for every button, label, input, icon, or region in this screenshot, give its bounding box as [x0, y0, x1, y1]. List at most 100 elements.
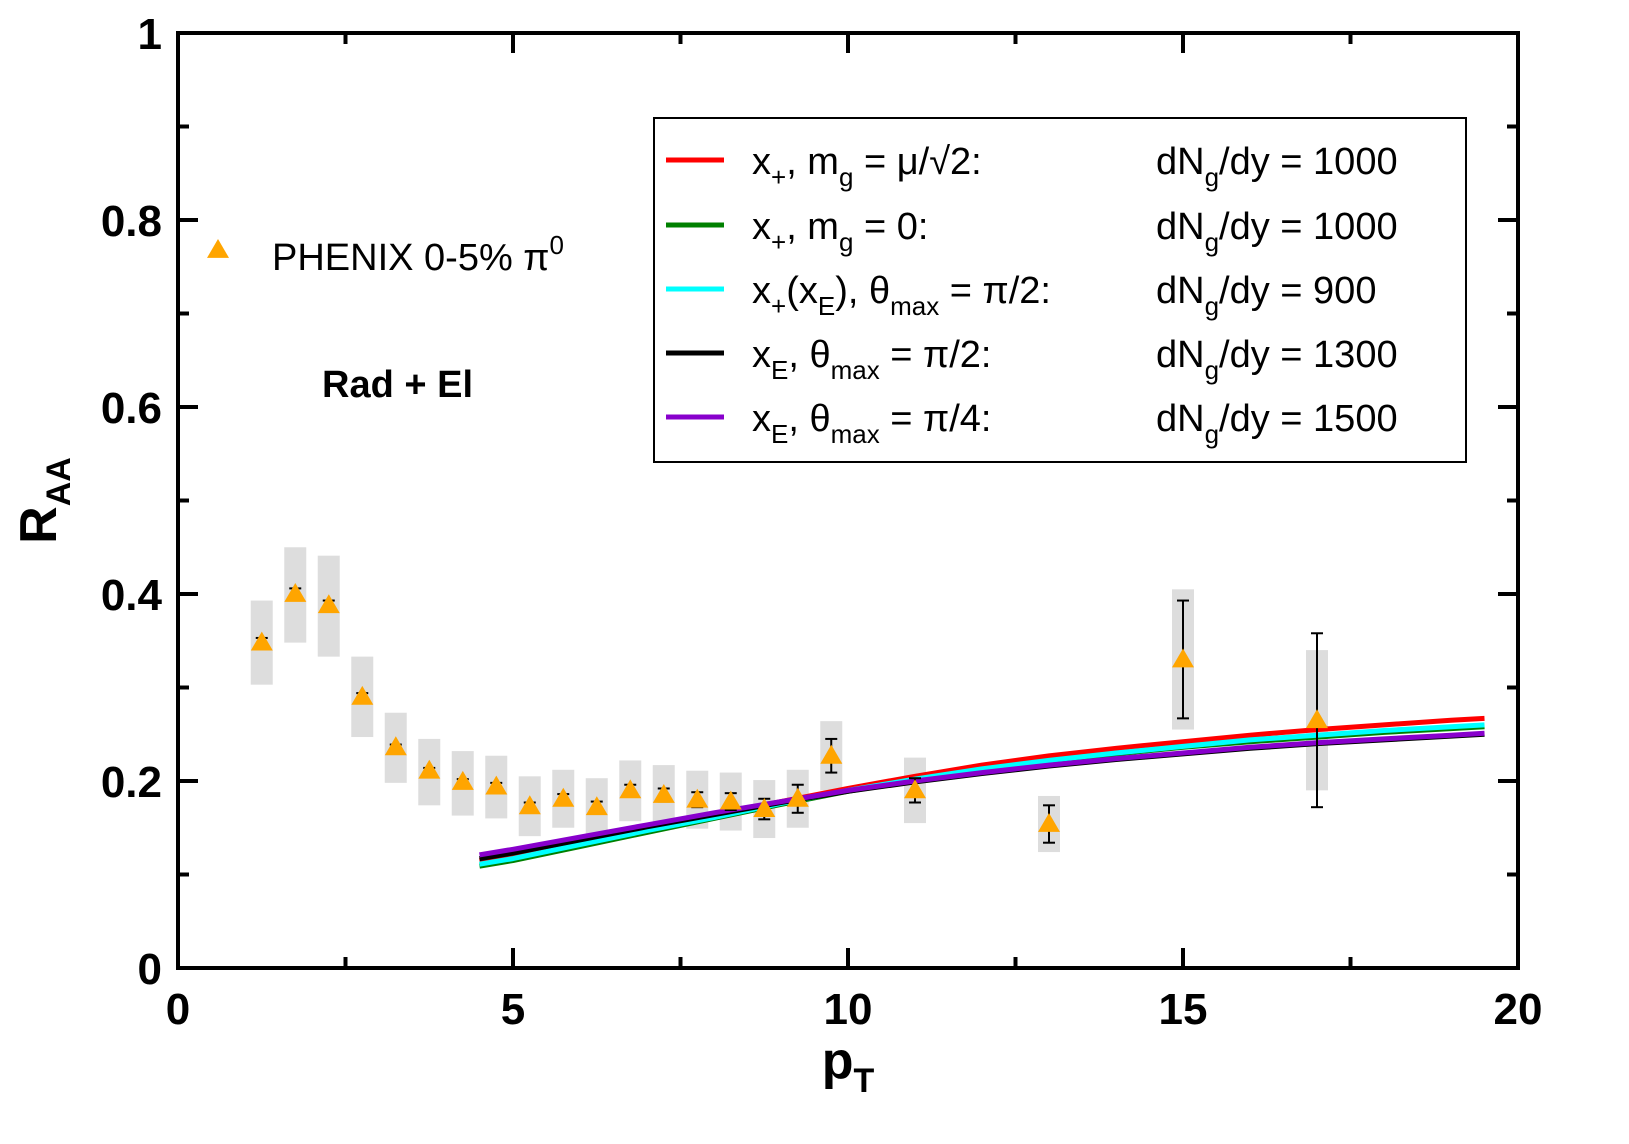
legend-dn-sub: g	[1205, 162, 1219, 192]
legend-label-part: x	[752, 141, 771, 183]
legend-label-part: , θ	[788, 398, 830, 440]
legend-dn-tail: /dy = 1500	[1219, 398, 1398, 440]
data-point-triangle	[1306, 709, 1328, 729]
legend-label-sub: g	[839, 162, 853, 192]
legend-dn-sub: g	[1205, 227, 1219, 257]
y-tick-label: 0.8	[101, 197, 162, 246]
data-legend-label-main: PHENIX 0-5% π	[272, 237, 550, 279]
legend-label-part: = 0:	[853, 206, 928, 248]
legend-label-part: = π/2:	[939, 270, 1051, 312]
curve-line	[479, 730, 1485, 858]
theory-curves	[479, 715, 1485, 869]
legend-dn-tail: /dy = 900	[1219, 270, 1376, 312]
x-tick-label: 15	[1159, 985, 1208, 1034]
legend-label-part: , m	[786, 206, 839, 248]
data-point-triangle	[317, 594, 340, 614]
legend-label-part: = π/2:	[880, 334, 992, 376]
legend-dn-value: dNg/dy = 1000	[1156, 141, 1398, 192]
legend-dn-value: dNg/dy = 900	[1156, 270, 1376, 321]
data-point-triangle	[552, 787, 575, 807]
legend-dn-main: dN	[1156, 334, 1205, 376]
data-legend: PHENIX 0-5% π0	[207, 230, 564, 279]
legend-label-part: x	[752, 270, 771, 312]
legend-label-part: , m	[786, 141, 839, 183]
legend-label: xE, θmax = π/2:	[752, 334, 992, 385]
legend-dn-sub: g	[1205, 291, 1219, 321]
legend-label-sub: +	[771, 227, 786, 257]
data-point-triangle	[904, 779, 926, 799]
data-point-triangle	[250, 631, 273, 651]
data-point-triangle	[619, 779, 642, 799]
legend-dn-value: dNg/dy = 1000	[1156, 206, 1398, 257]
y-tick-label: 0.6	[101, 384, 162, 433]
y-tick-label: 0	[138, 945, 162, 994]
legend-label-sub: g	[839, 227, 853, 257]
legend-dn-tail: /dy = 1000	[1219, 206, 1398, 248]
y-tick-label: 0.4	[101, 571, 163, 620]
y-tick-label: 0.2	[101, 758, 162, 807]
legend-dn-value: dNg/dy = 1300	[1156, 334, 1398, 385]
data-point-triangle	[585, 796, 608, 816]
tick-labels: 0 5 10 15 20 0 0.2 0.4 0.6 0.8 1	[101, 10, 1543, 1034]
data-legend-label: PHENIX 0-5% π0	[272, 230, 564, 279]
y-axis-title-main: R	[10, 506, 68, 544]
legend-label-part: x	[752, 334, 771, 376]
curve-line	[479, 722, 1485, 867]
legend-label-sub: max	[831, 419, 880, 449]
y-axis-title: RAA	[10, 457, 78, 544]
legend-label-sub: max	[890, 291, 939, 321]
x-axis-title-sub: T	[853, 1062, 874, 1100]
data-points	[250, 583, 1328, 832]
legend-dn-sub: g	[1205, 419, 1219, 449]
legend-label: x+, mg = μ/√2:	[752, 141, 982, 192]
legend-dn-main: dN	[1156, 206, 1205, 248]
data-point-triangle	[518, 795, 541, 815]
x-tick-label: 5	[501, 985, 525, 1034]
legend-dn-sub: g	[1205, 355, 1219, 385]
legend-label-sub: E	[771, 419, 788, 449]
data-point-triangle	[686, 788, 709, 808]
data-point-triangle	[451, 770, 474, 790]
legend-dn-value: dNg/dy = 1500	[1156, 398, 1398, 449]
legend-box	[653, 117, 1467, 463]
data-point-triangle	[1038, 813, 1060, 832]
legend-label-sub: +	[771, 162, 786, 192]
legend-label-sub: E	[771, 355, 788, 385]
data-point-triangle	[786, 787, 809, 807]
data-point-triangle	[418, 759, 441, 779]
x-tick-label: 10	[824, 985, 873, 1034]
data-point-triangle	[719, 790, 742, 810]
legend-dn-tail: /dy = 1300	[1219, 334, 1398, 376]
legend-label-part: x	[752, 206, 771, 248]
data-point-triangle	[351, 685, 374, 705]
data-point-triangle	[753, 798, 776, 817]
legend-dn-tail: /dy = 1000	[1219, 141, 1398, 183]
x-axis-title-main: p	[822, 1032, 854, 1090]
legend-label: xE, θmax = π/4:	[752, 398, 992, 449]
x-tick-label: 20	[1494, 985, 1543, 1034]
x-tick-label: 0	[166, 985, 190, 1034]
data-point-triangle	[820, 744, 843, 764]
legend-label-sub: E	[818, 291, 835, 321]
y-axis-title-sub: AA	[40, 457, 78, 506]
legend-label-part: = μ/√2:	[853, 141, 981, 183]
rad-el-annotation: Rad + El	[322, 364, 473, 406]
legend-label: x+, mg = 0:	[752, 206, 928, 257]
data-legend-label-sup: 0	[550, 230, 564, 260]
legend-dn-main: dN	[1156, 141, 1205, 183]
legend-label-sub: +	[771, 291, 786, 321]
legend-label-part: = π/4:	[880, 398, 992, 440]
data-point-triangle	[652, 784, 675, 803]
legend-label-part: x	[752, 398, 771, 440]
legend-dn-main: dN	[1156, 398, 1205, 440]
legend-label: x+(xE), θmax = π/2:	[752, 270, 1051, 321]
legend-label-part: ), θ	[835, 270, 890, 312]
x-axis-title: pT	[822, 1032, 875, 1100]
y-tick-label: 1	[138, 10, 162, 59]
data-point-triangle	[284, 583, 307, 602]
data-legend-marker	[207, 239, 229, 258]
data-point-triangle	[1172, 648, 1194, 668]
data-point-triangle	[485, 775, 508, 795]
